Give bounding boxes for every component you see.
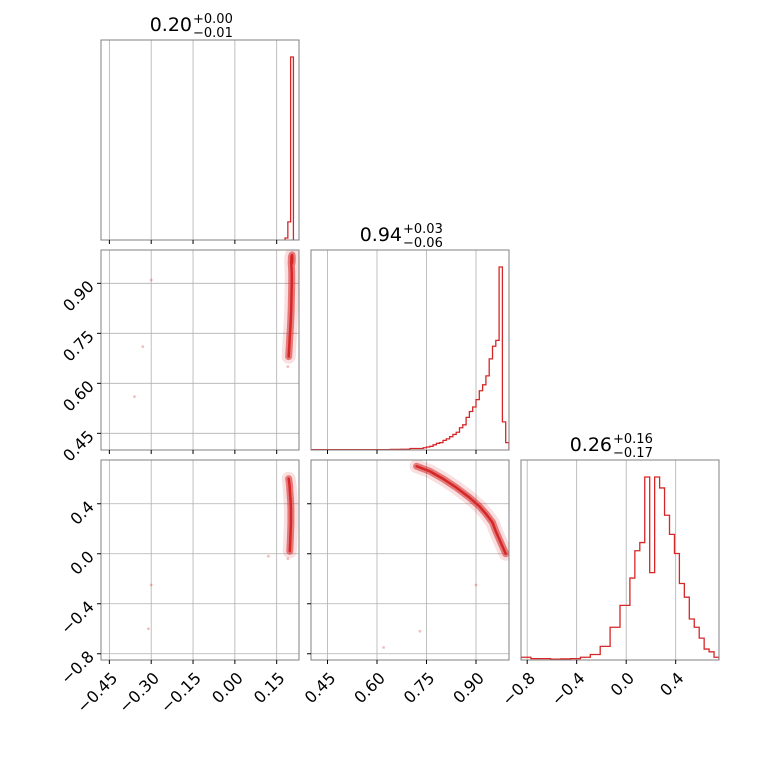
sample-point xyxy=(133,395,136,399)
density-contour xyxy=(287,477,293,553)
sample-point xyxy=(147,627,150,631)
y-tick-label: 0.75 xyxy=(59,327,98,366)
x-tick-label: 0.60 xyxy=(350,668,389,707)
y-tick-label: 0.90 xyxy=(59,277,98,316)
x-tick-label: 0.0 xyxy=(607,668,638,699)
title-layer: 0.20 +0.00−0.010.94 +0.03−0.060.26 +0.16−0.… xyxy=(150,12,653,461)
panel-frame xyxy=(310,459,510,661)
grid-layer xyxy=(101,40,677,660)
title-plus: +0.03 xyxy=(403,222,443,237)
histogram-1 xyxy=(311,266,509,450)
x-tick-label: −0.4 xyxy=(548,668,589,709)
panel-frame xyxy=(100,249,300,451)
panel-frame xyxy=(310,249,510,451)
sample-point xyxy=(149,583,153,587)
sample-point xyxy=(149,278,153,282)
title-value: 0.94 xyxy=(360,224,402,246)
sample-point xyxy=(382,646,385,649)
y-tick-label: 0.0 xyxy=(66,547,97,578)
x-tick-label: 0.4 xyxy=(656,668,687,699)
panel-title-1: 0.94 +0.03−0.06 xyxy=(360,222,443,251)
panel-title-0: 0.20 +0.00−0.01 xyxy=(150,12,233,41)
title-minus: −0.17 xyxy=(613,446,653,461)
density-contour xyxy=(415,465,507,555)
data-layer xyxy=(133,56,719,660)
sample-point xyxy=(266,554,270,558)
x-tick-label: −0.15 xyxy=(157,668,205,716)
title-minus: −0.01 xyxy=(193,26,233,41)
title-value: 0.20 xyxy=(150,14,192,36)
panel-title-2: 0.26 +0.16−0.17 xyxy=(570,432,653,461)
histogram-2 xyxy=(521,476,719,660)
x-tick-label: −0.30 xyxy=(115,668,163,716)
panel-frame xyxy=(100,39,300,241)
x-tick-label: 0.00 xyxy=(208,668,247,707)
y-tick-label: −0.4 xyxy=(57,597,98,638)
title-plus: +0.00 xyxy=(193,12,233,27)
y-tick-label: 0.4 xyxy=(66,497,97,528)
sample-point xyxy=(141,345,145,349)
frame-layer xyxy=(100,39,720,661)
x-tick-label: 0.15 xyxy=(250,668,289,707)
x-tick-label: 0.45 xyxy=(301,668,340,707)
y-tick-label: 0.45 xyxy=(59,427,98,466)
x-tick-label: 0.75 xyxy=(400,668,439,707)
density-halo xyxy=(409,460,509,561)
density-1_0 xyxy=(133,250,299,399)
sample-point xyxy=(474,583,478,587)
sample-point xyxy=(286,557,290,561)
title-minus: −0.06 xyxy=(403,236,443,251)
panel-frame xyxy=(520,459,720,661)
x-tick-label: −0.8 xyxy=(498,668,539,709)
density-2_1 xyxy=(382,460,509,649)
y-tick-label: 0.60 xyxy=(59,377,98,416)
title-plus: +0.16 xyxy=(613,432,653,447)
density-2_0 xyxy=(147,471,298,631)
panel-frame xyxy=(100,459,300,661)
sample-point xyxy=(286,365,290,369)
title-value: 0.26 xyxy=(570,434,612,456)
histogram-0 xyxy=(284,56,295,240)
x-tick-label: 0.90 xyxy=(449,668,488,707)
y-tick-label: −0.8 xyxy=(57,647,98,688)
density-contour xyxy=(287,253,294,358)
sample-point xyxy=(418,629,422,633)
